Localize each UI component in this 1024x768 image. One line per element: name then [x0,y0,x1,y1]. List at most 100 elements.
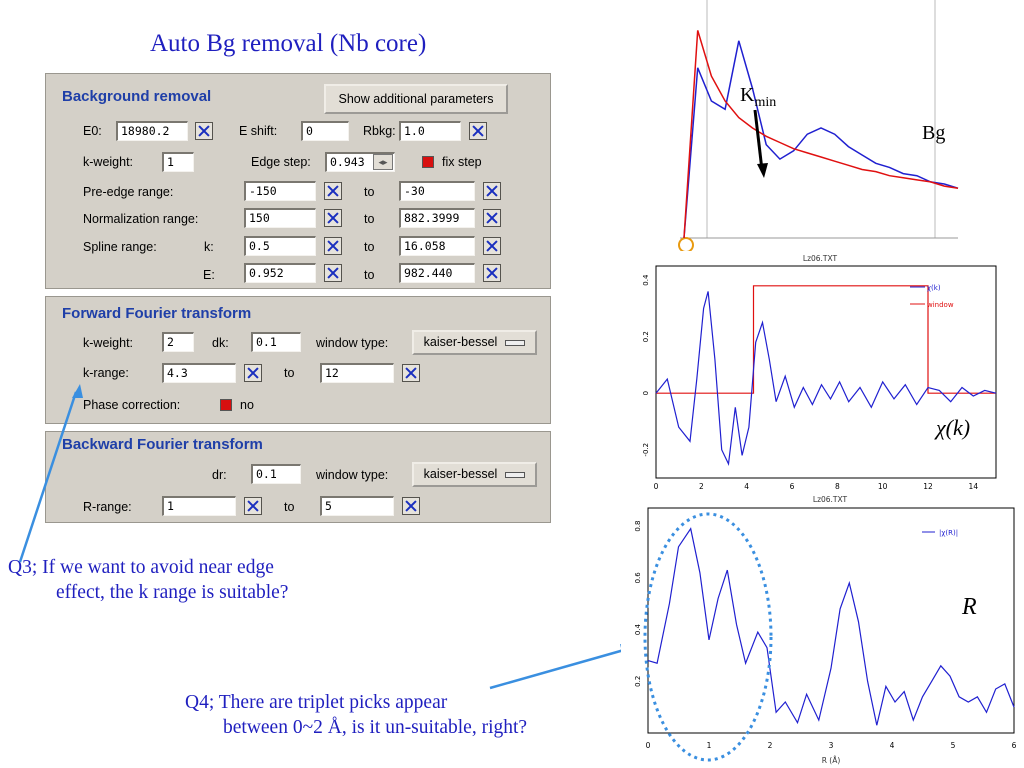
chi-k-ytick-label: -0.2 [642,443,650,457]
legend-chi-label: χ(k) [927,284,941,292]
backward-fourier-title: Backward Fourier transform [62,436,263,453]
ff-dk-input[interactable]: 0.1 [251,332,301,352]
chi-r-ytick-label: 0.8 [634,521,642,532]
q4-line-1: Q4; There are triplet picks appear [185,692,448,713]
ff-window-type-select[interactable]: kaiser-bessel [412,330,537,355]
bf-rrange-from-input[interactable]: 1 [162,496,236,516]
eshift-input[interactable]: 0 [301,121,349,141]
bf-dr-label: dr: [212,468,227,482]
e0-input[interactable]: 18980.2 [116,121,188,141]
triplet-highlight-ellipse [643,512,773,762]
ff-krange-to-input[interactable]: 12 [320,363,394,383]
chi-k-xtick-label: 0 [654,482,659,491]
chi-k-xtick-label: 2 [699,482,704,491]
slide-title: Auto Bg removal (Nb core) [150,30,427,57]
bf-rrange-from-clear-icon[interactable] [244,497,262,515]
e0-clear-icon[interactable] [195,122,213,140]
chi-r-plot-frame [647,507,1015,734]
preedge-to-clear-icon[interactable] [483,182,501,200]
kweight-label: k-weight: [83,155,134,169]
spline-k-from-input[interactable]: 0.5 [244,236,316,256]
kmin-arrowhead [757,163,768,178]
rbkg-input[interactable]: 1.0 [399,121,461,141]
chi-r-xtick-label: 0 [646,741,651,750]
chi-k-plot-frame [655,265,997,479]
chi-k-xtick-label: 14 [969,482,979,491]
chi-r-chart-background [621,493,1024,768]
normalization-label: Normalization range: [83,212,199,226]
spline-e-to-input[interactable]: 982.440 [399,263,475,283]
edge-step-spinner-icon[interactable]: ◂▸ [373,154,393,170]
ff-krange-from-input[interactable]: 4.3 [162,363,236,383]
dropdown-icon [505,471,526,478]
forward-fourier-title: Forward Fourier transform [62,305,252,322]
q3-arrow [18,391,78,563]
e0-label: E0: [83,124,102,138]
ff-krange-label: k-range: [83,366,129,380]
norm-from-input[interactable]: 150 [244,208,316,228]
show-additional-parameters-button[interactable]: Show additional parameters [324,84,508,114]
ff-krange-to-label: to [284,366,295,380]
ff-kweight-input[interactable]: 2 [162,332,194,352]
chi-k-xtick-label: 4 [744,482,749,491]
chi-r-xtick-label: 5 [951,741,956,750]
chi-r-big-label: R [961,594,977,620]
bf-window-type-select[interactable]: kaiser-bessel [412,462,537,487]
spline-k-to-label: to [364,240,375,254]
ff-krange-to-clear-icon[interactable] [402,364,420,382]
chi-r-xtick-label: 2 [768,741,773,750]
chi-r-xtick-label: 3 [829,741,834,750]
spline-e-from-clear-icon[interactable] [324,264,342,282]
bf-dr-input[interactable]: 0.1 [251,464,301,484]
preedge-from-clear-icon[interactable] [324,182,342,200]
spline-e-from-input[interactable]: 0.952 [244,263,316,283]
chi-r-ytick-label: 0.6 [634,572,642,584]
ff-window-type-value: kaiser-bessel [423,335,498,349]
spline-k-from-clear-icon[interactable] [324,237,342,255]
chi-r-line [647,527,1015,726]
norm-to-label: to [364,212,375,226]
kmin-label: Kmin [740,84,776,110]
spline-k-to-input[interactable]: 16.058 [399,236,475,256]
chi-k-xtick-label: 12 [923,482,933,491]
spline-e-to-clear-icon[interactable] [483,264,501,282]
q3-line-2: effect, the k range is suitable? [56,582,289,603]
phase-correction-value: no [240,398,254,412]
fix-step-checkbox[interactable] [422,156,434,168]
q3-arrowhead [72,384,83,398]
bf-rrange-to-clear-icon[interactable] [402,497,420,515]
preedge-to-input[interactable]: -30 [399,181,475,201]
question-q4: Q4; There are triplet picks appear betwe… [185,690,527,740]
kweight-input[interactable]: 1 [162,152,194,172]
q3-line-1: Q3; If we want to avoid near edge [8,557,274,578]
bf-window-label: window type: [316,468,389,482]
chi-k-ytick-label: 0.4 [642,274,650,286]
chi-r-ytick-label: 0.4 [634,623,642,635]
legend-chi-r-label: |χ(R)| [939,529,958,537]
ff-dk-label: dk: [212,336,229,350]
chi-k-xtick-label: 10 [878,482,888,491]
norm-from-clear-icon[interactable] [324,209,342,227]
forward-fourier-panel: Forward Fourier transform k-weight: 2 dk… [45,296,551,424]
norm-to-clear-icon[interactable] [483,209,501,227]
chi-k-big-label: χ(k) [934,415,970,440]
norm-to-input[interactable]: 882.3999 [399,208,475,228]
bf-rrange-to-input[interactable]: 5 [320,496,394,516]
preedge-from-input[interactable]: -150 [244,181,316,201]
ff-krange-from-clear-icon[interactable] [244,364,262,382]
chi-k-line [655,291,997,467]
bf-rrange-to-label: to [284,500,295,514]
chi-r-xtick-label: 1 [707,741,712,750]
rbkg-clear-icon[interactable] [469,122,487,140]
bf-window-type-value: kaiser-bessel [423,467,498,481]
phase-correction-checkbox[interactable] [220,399,232,411]
bg-label: Bg [922,122,945,144]
bf-rrange-label: R-range: [83,500,132,514]
bg-chart: Kmin Bg [678,0,959,253]
preedge-to-label: to [364,185,375,199]
spline-k-to-clear-icon[interactable] [483,237,501,255]
kmin-label-sub: min [754,95,776,110]
ff-kweight-label: k-weight: [83,336,134,350]
preedge-label: Pre-edge range: [83,185,174,199]
